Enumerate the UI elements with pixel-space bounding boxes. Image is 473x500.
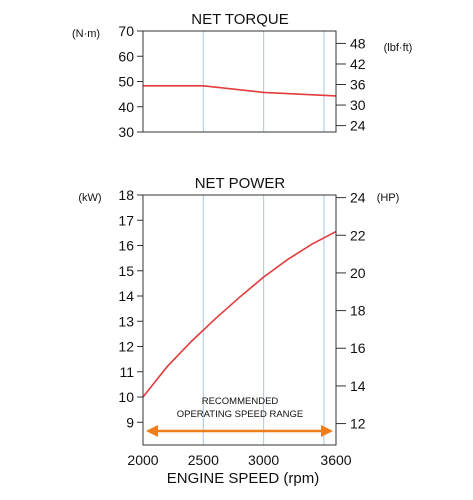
torque-right-tick-label: 36 [350, 77, 366, 93]
torque-data-point [263, 91, 265, 93]
annotation-recommended: RECOMMENDED [202, 396, 279, 407]
x-tick-label: 3000 [248, 452, 279, 468]
power-data-point [311, 243, 313, 245]
torque-left-tick-label: 40 [118, 99, 134, 115]
annotation-operating-speed-range: OPERATING SPEED RANGE [177, 409, 304, 420]
power-right-unit: (HP) [377, 192, 400, 204]
range-arrow-left-head [146, 425, 158, 437]
torque-left-tick-label: 70 [118, 23, 134, 39]
torque-left-unit: (N·m) [72, 28, 100, 40]
power-left-tick-label: 16 [118, 238, 134, 254]
power-data-point [263, 276, 265, 278]
torque-right-tick-label: 30 [350, 97, 366, 113]
net-power-chart: NET POWER (kW) (HP) 18 17 16 15 14 13 12 11 10 9 2… [78, 175, 399, 487]
power-right-tick-label: 12 [350, 416, 366, 432]
power-curve [142, 230, 337, 398]
power-data-point [287, 258, 289, 260]
power-left-tick-label: 12 [118, 339, 134, 355]
power-right-tick-label: 18 [350, 303, 366, 319]
power-data-point [238, 296, 241, 298]
power-left-tick-label: 10 [118, 389, 134, 405]
operating-range-arrow [146, 425, 333, 437]
torque-left-tick-label: 30 [118, 124, 134, 140]
power-right-tick-label: 16 [350, 340, 366, 356]
torque-data-point [202, 85, 204, 87]
torque-curve [143, 85, 337, 97]
power-right-tick-label: 14 [350, 378, 366, 394]
net-torque-chart: NET TORQUE (N·m) (lbf·ft) 70 60 50 40 30 48 42… [72, 11, 412, 140]
power-title: NET POWER [195, 175, 286, 192]
power-left-unit: (kW) [78, 192, 101, 204]
power-right-tick-label: 22 [350, 227, 366, 243]
power-data-point [166, 366, 168, 368]
power-left-tick-label: 18 [118, 187, 134, 203]
torque-right-unit: (lbf·ft) [384, 42, 413, 54]
power-left-tick-label: 13 [118, 313, 134, 329]
power-right-tick-label: 24 [350, 190, 366, 206]
range-arrow-right-head [321, 425, 333, 437]
power-left-tick-label: 14 [118, 288, 134, 304]
power-left-tick-label: 15 [118, 263, 134, 279]
x-tick-label: 2500 [188, 452, 219, 468]
torque-right-tick-label: 24 [350, 118, 366, 134]
x-axis-label: ENGINE SPEED (rpm) [167, 470, 320, 487]
torque-right-tick-label: 48 [350, 35, 366, 51]
torque-title: NET TORQUE [191, 11, 289, 28]
power-data-point [190, 340, 192, 343]
power-left-tick-label: 9 [126, 414, 134, 430]
power-left-tick-label: 17 [118, 212, 134, 228]
torque-plot-frame [142, 30, 337, 133]
power-data-point [214, 318, 216, 320]
x-tick-label: 2000 [127, 452, 158, 468]
torque-left-tick-label: 60 [118, 48, 134, 64]
x-tick-label: 3600 [320, 452, 351, 468]
torque-left-tick-label: 50 [118, 74, 134, 90]
power-right-tick-label: 20 [350, 265, 366, 281]
power-left-tick-label: 11 [119, 364, 134, 380]
torque-right-tick-label: 42 [350, 56, 366, 72]
power-plot-frame [142, 194, 337, 446]
